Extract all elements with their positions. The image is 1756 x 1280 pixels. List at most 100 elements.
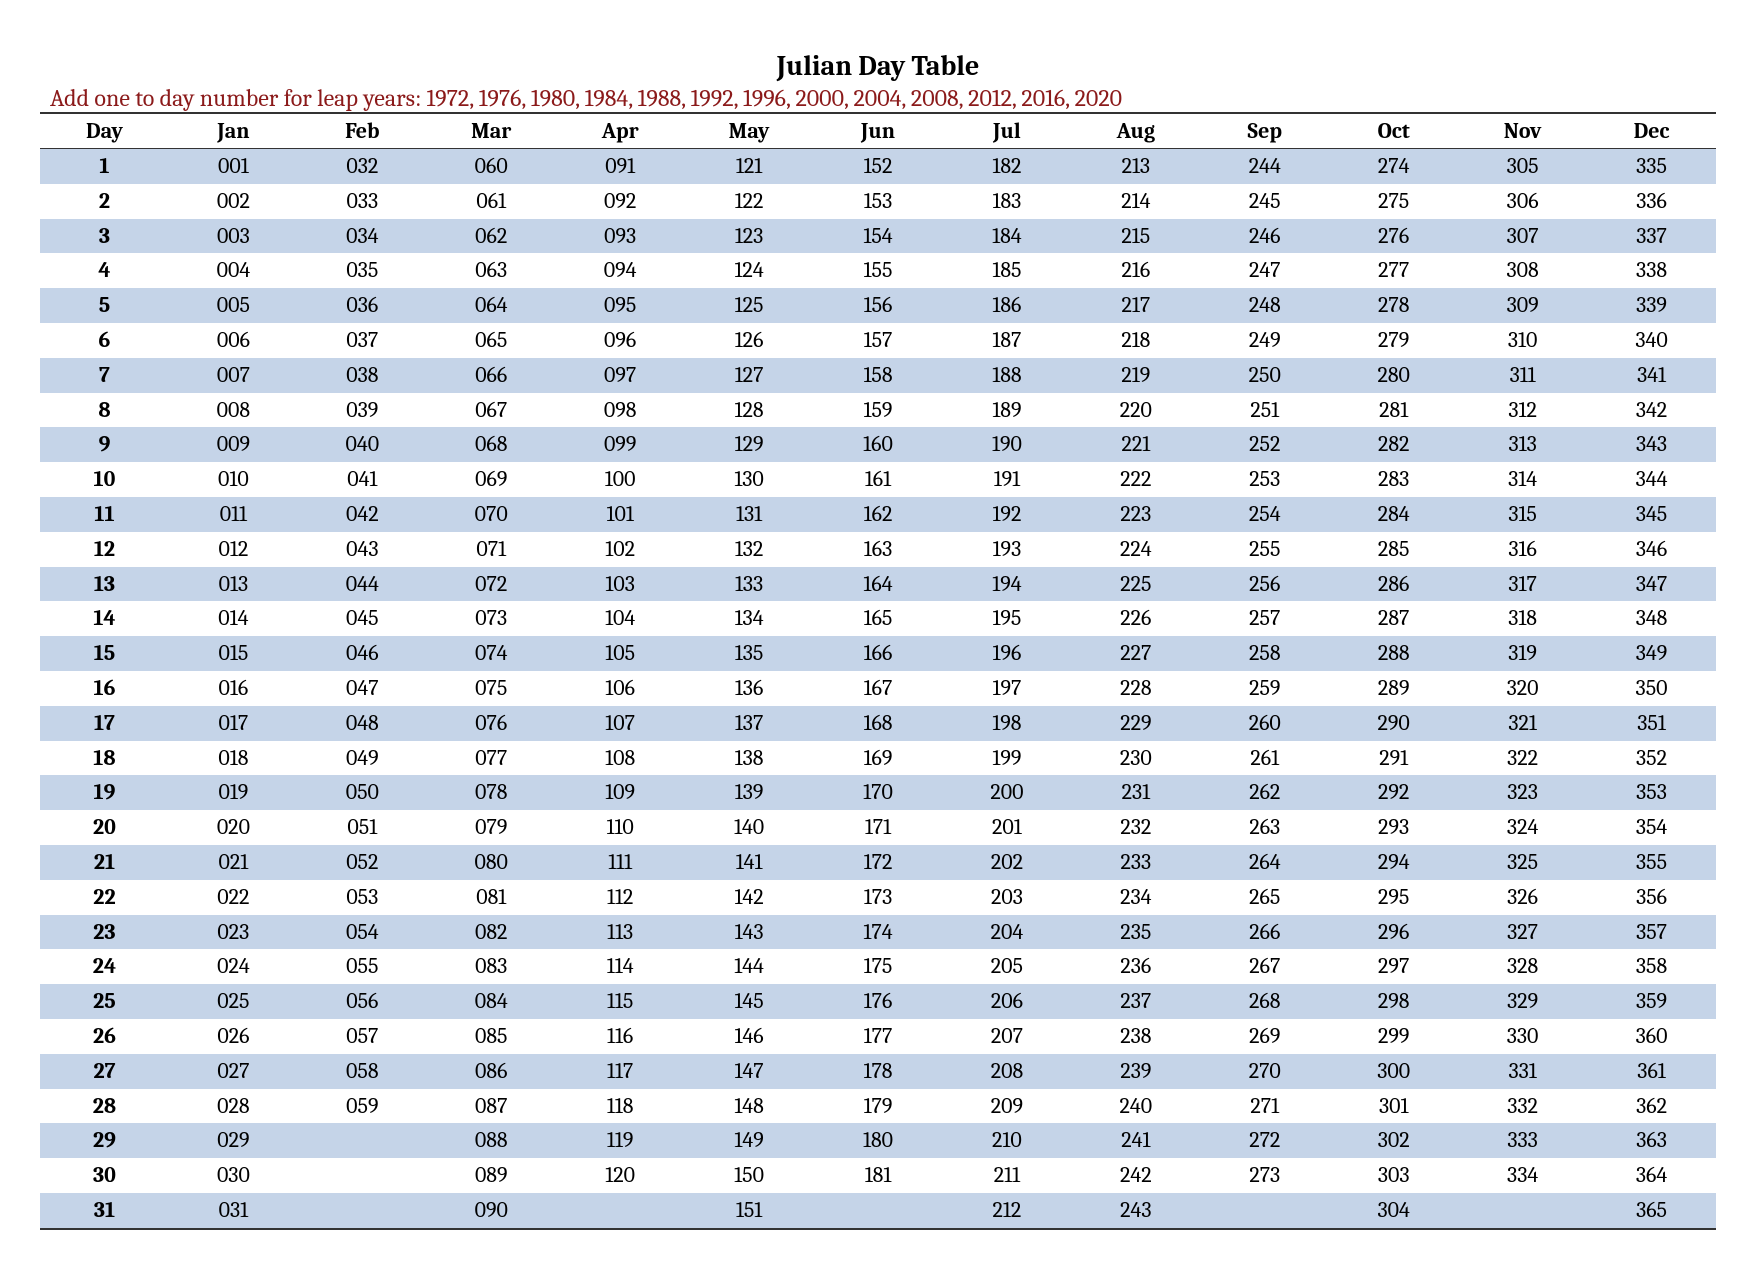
julian-value-cell: 227	[1071, 636, 1200, 671]
julian-value-cell: 270	[1200, 1054, 1329, 1089]
julian-value-cell: 171	[814, 810, 943, 845]
day-number-cell: 29	[40, 1123, 169, 1158]
julian-value-cell: 008	[169, 393, 298, 428]
julian-value-cell: 324	[1458, 810, 1587, 845]
julian-value-cell: 329	[1458, 984, 1587, 1019]
julian-value-cell: 203	[942, 880, 1071, 915]
julian-value-cell: 339	[1587, 288, 1716, 323]
julian-value-cell: 211	[942, 1158, 1071, 1193]
julian-value-cell: 174	[814, 915, 943, 950]
julian-value-cell: 265	[1200, 880, 1329, 915]
column-header: Sep	[1200, 113, 1329, 149]
julian-value-cell: 154	[814, 219, 943, 254]
julian-value-cell: 054	[298, 915, 427, 950]
julian-value-cell: 163	[814, 532, 943, 567]
julian-value-cell: 055	[298, 949, 427, 984]
table-row: 16016047075106136167197228259289320350	[40, 671, 1716, 706]
julian-value-cell: 052	[298, 845, 427, 880]
julian-value-cell: 031	[169, 1193, 298, 1229]
julian-value-cell: 170	[814, 775, 943, 810]
table-row: 8008039067098128159189220251281312342	[40, 393, 1716, 428]
julian-value-cell: 318	[1458, 601, 1587, 636]
julian-value-cell: 119	[556, 1123, 685, 1158]
julian-value-cell: 084	[427, 984, 556, 1019]
column-header: Aug	[1071, 113, 1200, 149]
julian-value-cell: 232	[1071, 810, 1200, 845]
julian-value-cell: 347	[1587, 567, 1716, 602]
julian-value-cell: 112	[556, 880, 685, 915]
column-header: Nov	[1458, 113, 1587, 149]
column-header: May	[685, 113, 814, 149]
julian-value-cell: 272	[1200, 1123, 1329, 1158]
julian-value-cell: 352	[1587, 741, 1716, 776]
day-number-cell: 4	[40, 253, 169, 288]
julian-value-cell: 274	[1329, 149, 1458, 184]
julian-value-cell: 306	[1458, 184, 1587, 219]
julian-value-cell: 129	[685, 427, 814, 462]
julian-value-cell: 323	[1458, 775, 1587, 810]
julian-value-cell: 226	[1071, 601, 1200, 636]
julian-value-cell: 061	[427, 184, 556, 219]
julian-value-cell: 282	[1329, 427, 1458, 462]
julian-value-cell: 196	[942, 636, 1071, 671]
julian-value-cell: 030	[169, 1158, 298, 1193]
table-row: 31031090151212243304365	[40, 1193, 1716, 1229]
julian-value-cell: 331	[1458, 1054, 1587, 1089]
julian-value-cell: 094	[556, 253, 685, 288]
julian-value-cell: 233	[1071, 845, 1200, 880]
julian-value-cell: 097	[556, 358, 685, 393]
table-row: 10010041069100130161191222253283314344	[40, 462, 1716, 497]
julian-value-cell: 088	[427, 1123, 556, 1158]
column-header: Mar	[427, 113, 556, 149]
julian-value-cell: 294	[1329, 845, 1458, 880]
table-row: 21021052080111141172202233264294325355	[40, 845, 1716, 880]
julian-value-cell: 165	[814, 601, 943, 636]
day-number-cell: 20	[40, 810, 169, 845]
julian-value-cell: 128	[685, 393, 814, 428]
julian-value-cell: 139	[685, 775, 814, 810]
julian-value-cell: 143	[685, 915, 814, 950]
julian-value-cell: 225	[1071, 567, 1200, 602]
julian-value-cell: 111	[556, 845, 685, 880]
julian-value-cell: 247	[1200, 253, 1329, 288]
julian-value-cell	[298, 1123, 427, 1158]
julian-value-cell: 020	[169, 810, 298, 845]
julian-value-cell: 062	[427, 219, 556, 254]
table-row: 15015046074105135166196227258288319349	[40, 636, 1716, 671]
julian-value-cell: 105	[556, 636, 685, 671]
julian-value-cell: 134	[685, 601, 814, 636]
julian-value-cell: 322	[1458, 741, 1587, 776]
day-number-cell: 17	[40, 706, 169, 741]
julian-value-cell: 311	[1458, 358, 1587, 393]
julian-value-cell: 127	[685, 358, 814, 393]
julian-value-cell: 189	[942, 393, 1071, 428]
julian-value-cell: 360	[1587, 1019, 1716, 1054]
julian-value-cell: 188	[942, 358, 1071, 393]
julian-value-cell: 346	[1587, 532, 1716, 567]
julian-value-cell: 315	[1458, 497, 1587, 532]
julian-value-cell: 104	[556, 601, 685, 636]
day-number-cell: 13	[40, 567, 169, 602]
julian-value-cell: 257	[1200, 601, 1329, 636]
julian-value-cell: 246	[1200, 219, 1329, 254]
julian-value-cell: 091	[556, 149, 685, 184]
julian-value-cell: 021	[169, 845, 298, 880]
julian-value-cell: 305	[1458, 149, 1587, 184]
julian-value-cell: 047	[298, 671, 427, 706]
julian-value-cell: 218	[1071, 323, 1200, 358]
julian-value-cell: 215	[1071, 219, 1200, 254]
julian-value-cell: 100	[556, 462, 685, 497]
table-row: 19019050078109139170200231262292323353	[40, 775, 1716, 810]
day-number-cell: 25	[40, 984, 169, 1019]
julian-value-cell: 321	[1458, 706, 1587, 741]
julian-value-cell: 159	[814, 393, 943, 428]
julian-value-cell: 162	[814, 497, 943, 532]
julian-value-cell: 072	[427, 567, 556, 602]
julian-value-cell: 194	[942, 567, 1071, 602]
julian-value-cell: 316	[1458, 532, 1587, 567]
day-number-cell: 3	[40, 219, 169, 254]
julian-value-cell: 204	[942, 915, 1071, 950]
julian-value-cell: 101	[556, 497, 685, 532]
julian-value-cell: 103	[556, 567, 685, 602]
julian-value-cell: 042	[298, 497, 427, 532]
